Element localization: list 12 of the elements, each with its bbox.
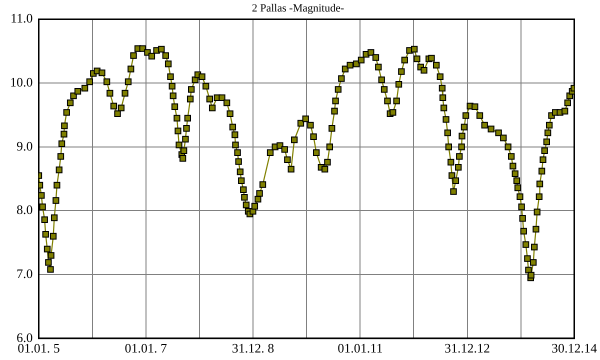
y-tick-label: 6.0 [16, 330, 33, 345]
x-tick-label: 01.01. 7 [124, 340, 168, 356]
y-tick-label: 9.0 [16, 138, 33, 154]
x-tick-label: 01.01.11 [338, 340, 383, 356]
y-tick-label: 10.0 [10, 74, 33, 90]
x-tick-label: 31.12.12 [444, 340, 490, 356]
chart-title: 2 Pallas -Magnitude- [252, 2, 344, 14]
y-tick-label: 7.0 [16, 266, 33, 281]
x-tick-label: 30.12.14 [552, 340, 598, 356]
y-tick-label: 11.0 [10, 10, 33, 26]
y-tick-label: 8.0 [16, 202, 33, 218]
x-tick-label: 31.12. 8 [232, 340, 274, 356]
